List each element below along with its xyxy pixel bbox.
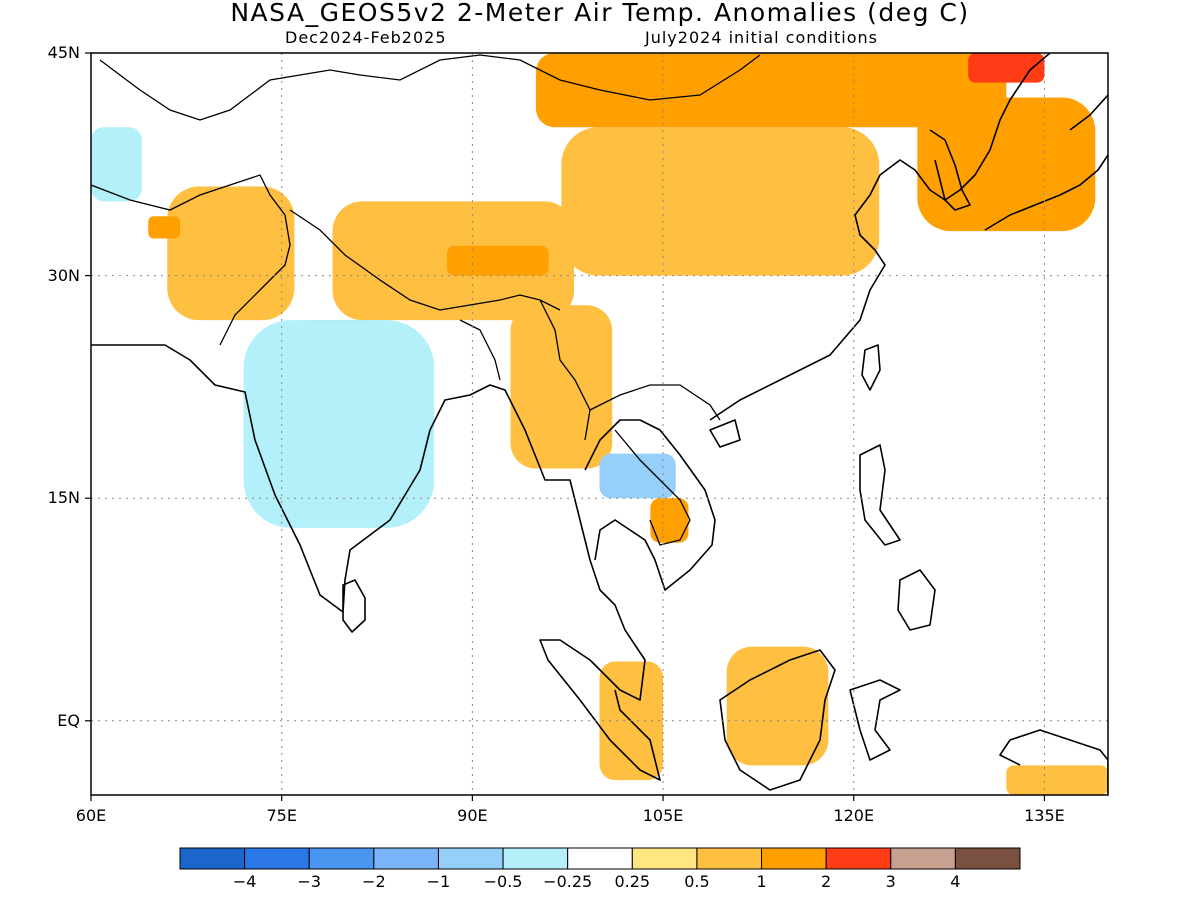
- map-frame: [90, 52, 1109, 796]
- coastline-korea: [929, 129, 971, 211]
- anomaly-region-1: [148, 216, 180, 239]
- border-china-southeast: [589, 384, 721, 421]
- coastline-china-east: [709, 53, 1051, 421]
- colorbar-label-9: 2: [821, 872, 832, 891]
- subtitle-period: Dec2024-Feb2025: [285, 28, 447, 47]
- border-india-myanmar: [459, 299, 591, 441]
- lon-label-3: 105E: [642, 806, 684, 825]
- coastline-sulawesi: [849, 679, 901, 761]
- colorbar-label-10: 3: [885, 872, 896, 891]
- coastline-japan: [984, 94, 1108, 231]
- colorbar-swatch-12: [954, 847, 1021, 870]
- colorbar: [179, 847, 1021, 870]
- anomaly-region-0: [167, 186, 295, 321]
- colorbar-swatch-3: [373, 847, 439, 870]
- coastline-asia-south: [91, 344, 661, 781]
- lon-label-0: 60E: [75, 806, 107, 825]
- anomaly-layer: [91, 53, 1108, 795]
- coastline-borneo: [719, 649, 836, 791]
- colorbar-swatch-11: [890, 847, 956, 870]
- lon-label-5: 135E: [1024, 806, 1065, 825]
- border-central-asia: [99, 59, 361, 121]
- coastline-luzon: [859, 444, 901, 546]
- colorbar-label-1: −3: [297, 872, 322, 891]
- coastline-new-guinea: [999, 729, 1108, 795]
- axis-ticks: [85, 52, 1046, 801]
- anomaly-region-12: [599, 453, 676, 499]
- lon-label-4: 120E: [833, 806, 875, 825]
- colorbar-label-5: −0.25: [543, 872, 593, 891]
- lat-label-0: 45N: [47, 43, 80, 62]
- anomaly-region-3: [446, 245, 549, 276]
- lat-label-2: 15N: [47, 488, 80, 508]
- anomaly-region-9: [243, 320, 435, 528]
- colorbar-label-6: 0.25: [614, 872, 651, 891]
- subtitle-initial-conditions: July2024 initial conditions: [645, 28, 878, 47]
- colorbar-label-8: 1: [756, 872, 767, 891]
- anomaly-region-16: [1006, 765, 1108, 795]
- anomaly-region-10: [91, 127, 142, 202]
- lon-label-2: 90E: [457, 806, 488, 825]
- colorbar-swatch-8: [696, 847, 763, 870]
- colorbar-label-3: −1: [426, 872, 451, 891]
- border-afghanistan-pakistan: [91, 174, 291, 346]
- colorbar-label-4: −0.5: [483, 872, 523, 891]
- anomaly-region-11: [510, 305, 613, 469]
- colorbar-swatch-4: [437, 847, 504, 870]
- coastline-hainan: [709, 419, 741, 448]
- colorbar-label-0: −4: [232, 872, 257, 891]
- anomaly-region-5: [535, 53, 1007, 128]
- coastline-mindanao: [897, 569, 936, 631]
- border-china-mongolia: [359, 54, 761, 101]
- colorbar-label-2: −2: [362, 872, 386, 891]
- lat-label-1: 30N: [47, 265, 80, 285]
- anomaly-region-4: [561, 127, 880, 276]
- anomaly-region-7: [968, 53, 1045, 83]
- colorbar-swatch-9: [761, 847, 827, 870]
- colorbar-swatch-7: [631, 847, 698, 870]
- lat-label-3: EQ: [57, 710, 80, 730]
- colorbar-swatch-10: [825, 847, 892, 870]
- gridlines: [91, 53, 1108, 795]
- colorbar-swatch-0: [179, 847, 246, 870]
- colorbar-swatch-1: [244, 847, 310, 870]
- coastline-layer: [91, 53, 1108, 795]
- anomaly-region-14: [726, 646, 829, 766]
- anomaly-region-13: [650, 498, 689, 543]
- coastline-taiwan: [861, 344, 881, 391]
- colorbar-swatch-5: [502, 847, 569, 870]
- border-india-nepal: [289, 209, 561, 311]
- map-title: NASA_GEOS5v2 2-Meter Air Temp. Anomalies…: [230, 0, 970, 27]
- anomaly-region-6: [917, 97, 1096, 232]
- colorbar-label-11: 4: [950, 872, 961, 891]
- colorbar-label-7: 0.5: [684, 872, 710, 891]
- coastline-indochina: [584, 419, 716, 591]
- coastline-sri-lanka: [342, 579, 366, 633]
- colorbar-swatch-6: [567, 847, 633, 870]
- colorbar-swatch-2: [308, 847, 375, 870]
- lon-label-1: 75E: [266, 806, 297, 825]
